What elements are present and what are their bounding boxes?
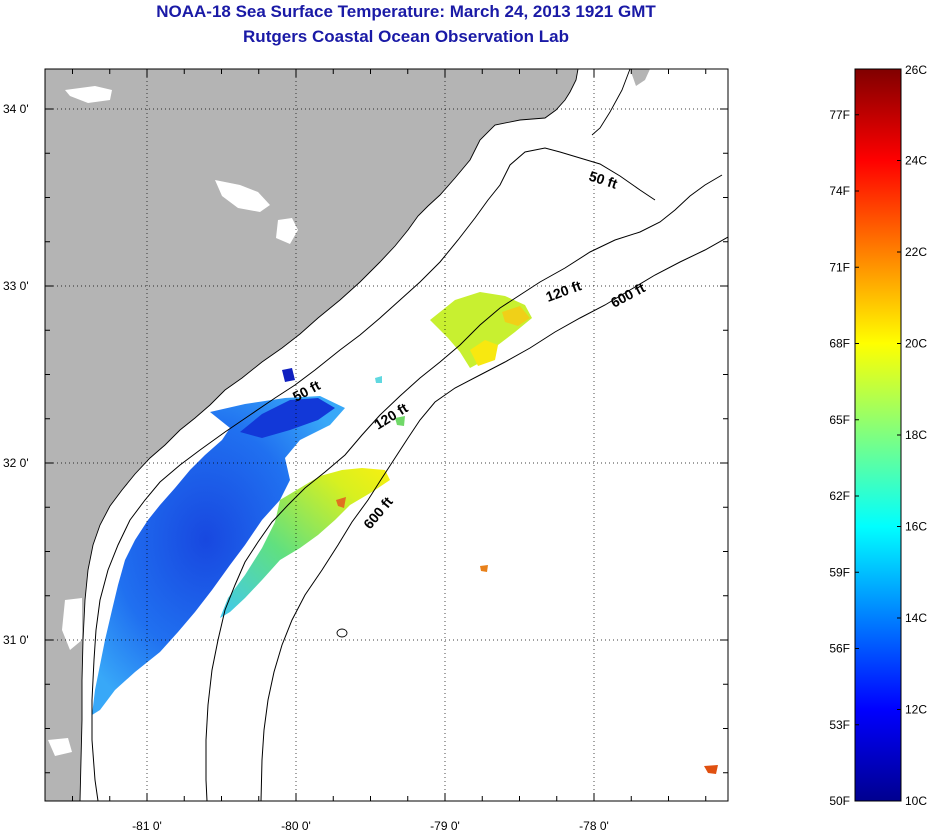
lake-patch [65,86,112,103]
colorbar-fahrenheit-label: 71F [829,260,850,274]
latitude-label: 33 0' [3,279,29,293]
isobath-50ft [91,147,656,801]
longitude-label: -81 0' [132,819,162,832]
axis-ticks [45,69,728,801]
colorbar-celsius-label: 14C [905,611,927,625]
longitude-label: -78 0' [579,819,609,832]
sst-cold-patch-north [240,398,335,438]
sst-warm-core-2 [502,306,530,326]
latitude-label: 31 0' [3,633,29,647]
land-area-northeast [630,69,650,86]
island-outline [336,628,348,638]
sst-dark-spot [282,368,295,382]
colorbar-gradient [855,69,901,801]
sst-orange-speck-se [704,765,718,774]
colorbar-fahrenheit-label: 59F [829,565,850,579]
colorbar-fahrenheit-label: 77F [829,108,850,122]
sst-green-speck [395,416,405,426]
colorbar-celsius-label: 10C [905,794,927,808]
coastline [79,69,579,801]
coastline-northeast [591,69,631,136]
sst-transition-band [220,468,390,618]
lake-patch [48,738,72,756]
colorbar-fahrenheit-label: 50F [829,794,850,808]
isobath-600ft [260,236,728,801]
map-title: NOAA-18 Sea Surface Temperature: March 2… [156,2,656,21]
map-border [44,68,729,802]
colorbar-fahrenheit-label: 53F [829,718,850,732]
map-subtitle: Rutgers Coastal Ocean Observation Lab [243,27,569,46]
isobath-120ft [205,174,723,801]
colorbar-celsius-label: 22C [905,245,927,259]
colorbar-celsius-labels: 26C 24C 22C 20C 18C 16C 14C 12C 10C [897,63,927,808]
sst-cyan-speck [375,376,382,383]
colorbar-fahrenheit-label: 74F [829,184,850,198]
sst-cold-patch [92,396,345,715]
longitude-label: -79 0' [430,819,460,832]
latitude-labels: 34 0' 33 0' 32 0' 31 0' [3,102,29,647]
sst-warm-core [470,340,498,366]
longitude-label: -80 0' [281,819,311,832]
latitude-label: 32 0' [3,456,29,470]
colorbar-celsius-label: 12C [905,703,927,717]
colorbar: 77F 74F 71F 68F 65F 62F 59F 56F 53F 50F 26C 24C 22C… [829,63,927,808]
longitude-labels: -81 0' -80 0' -79 0' -78 0' [132,819,609,832]
colorbar-celsius-label: 26C [905,63,927,77]
latitude-label: 34 0' [3,102,29,116]
colorbar-fahrenheit-label: 62F [829,489,850,503]
lake-patch [62,598,82,650]
colorbar-celsius-label: 18C [905,428,927,442]
sst-orange-speck [480,565,488,572]
colorbar-fahrenheit-label: 68F [829,337,850,351]
colorbar-fahrenheit-label: 65F [829,413,850,427]
sst-orange-speck-mid [336,497,346,508]
lake-patch [276,218,298,244]
lake-patch [215,180,270,212]
colorbar-celsius-label: 24C [905,154,927,168]
colorbar-celsius-label: 20C [905,337,927,351]
colorbar-fahrenheit-label: 56F [829,642,850,656]
land-area [45,69,578,801]
map-panel: 50 ft 50 ft 120 ft 120 ft 600 ft 600 ft [45,69,728,801]
colorbar-fahrenheit-labels: 77F 74F 71F 68F 65F 62F 59F 56F 53F 50F [829,108,859,808]
colorbar-celsius-label: 16C [905,520,927,534]
